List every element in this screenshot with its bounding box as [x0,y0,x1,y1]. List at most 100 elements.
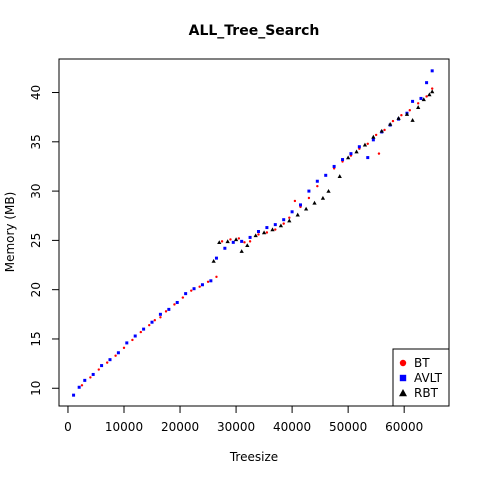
data-point-avlt [366,156,370,160]
data-point-avlt [371,138,375,142]
data-point-bt [243,241,246,244]
legend-label-rbt: RBT [414,386,439,400]
y-tick-label: 25 [29,233,43,248]
data-point-rbt [410,117,415,122]
data-point-rbt [295,212,300,217]
data-point-rbt [379,128,384,133]
data-point-rbt [371,134,376,139]
data-point-avlt [108,358,112,362]
data-point-bt [408,109,411,112]
data-point-rbt [312,200,317,205]
data-point-bt [114,354,117,357]
data-point-bt [139,330,143,334]
data-point-bt [131,338,134,342]
data-point-avlt [282,218,286,222]
data-point-bt [416,102,420,105]
data-point-avlt [299,203,303,207]
data-point-bt [391,119,395,123]
data-point-bt [97,368,100,371]
data-point-rbt [320,195,326,200]
data-point-bt [377,152,381,155]
data-point-bt [220,240,224,243]
data-point-avlt [158,312,162,316]
y-axis-label: Memory (MB) [3,192,17,273]
data-point-bt [293,199,297,203]
data-point-bt [265,231,269,234]
x-tick-label: 10000 [105,420,143,434]
data-point-avlt [248,235,252,239]
data-point-bt [282,222,285,225]
data-point-bt [159,316,162,319]
legend-label-avlt: AVLT [414,371,443,385]
x-tick-label: 30000 [217,420,255,434]
data-point-avlt [125,341,129,345]
data-point-bt [122,346,126,350]
data-point-avlt [357,145,361,149]
data-point-bt [288,216,291,219]
data-point-rbt [421,97,426,102]
data-point-bt [316,184,319,188]
data-point-avlt [324,173,328,177]
data-point-avlt [290,210,294,214]
data-point-avlt [341,158,345,162]
data-point-rbt [239,249,244,253]
data-point-bt [206,280,210,283]
data-point-avlt [231,240,235,244]
data-point-avlt [307,189,311,193]
data-point-avlt [240,239,244,243]
legend-label-bt: BT [414,356,430,370]
legend-marker-avlt [399,374,407,382]
data-point-rbt [278,223,284,228]
data-point-avlt [192,287,196,291]
data-point-avlt [184,292,188,296]
data-point-bt [430,87,434,90]
data-point-rbt [253,233,258,238]
y-tick-label: 15 [29,331,43,346]
data-point-rbt [303,206,309,211]
x-tick-label: 20000 [161,420,199,434]
data-point-avlt [142,327,146,331]
data-point-rbt [217,240,222,245]
data-point-bt [181,296,185,299]
data-point-avlt [265,226,269,230]
data-point-avlt [209,279,213,283]
data-point-bt [257,233,260,236]
data-point-bt [80,384,84,387]
data-point-avlt [419,96,423,100]
data-point-bt [105,361,109,364]
data-point-bt [248,240,252,243]
data-point-rbt [416,105,421,110]
data-point-avlt [72,393,76,397]
data-point-avlt [200,283,204,287]
data-point-avlt [315,179,319,183]
data-point-rbt [354,149,359,154]
data-point-rbt [396,116,401,120]
x-tick-label: 0 [64,420,72,434]
data-point-avlt [167,307,171,311]
data-point-bt [307,196,311,200]
data-point-avlt [100,364,104,368]
data-point-rbt [430,89,435,94]
data-point-bt [198,285,201,288]
y-tick-label: 30 [29,183,43,198]
data-point-rbt [287,218,292,223]
data-point-bt [89,376,92,379]
data-point-avlt [77,385,81,389]
data-point-bt [237,237,241,240]
data-point-bt [374,133,378,137]
x-tick-label: 50000 [329,420,367,434]
data-point-bt [229,238,232,241]
data-point-bt [425,95,428,98]
x-tick-label: 60000 [385,420,423,434]
y-tick-label: 35 [29,134,43,149]
data-point-avlt [256,230,260,234]
data-point-bt [173,303,176,306]
data-point-bt [383,128,386,132]
data-point-avlt [273,223,277,227]
data-point-rbt [225,239,230,244]
data-point-rbt [211,258,216,263]
data-point-avlt [430,69,434,73]
data-point-bt [400,113,403,117]
